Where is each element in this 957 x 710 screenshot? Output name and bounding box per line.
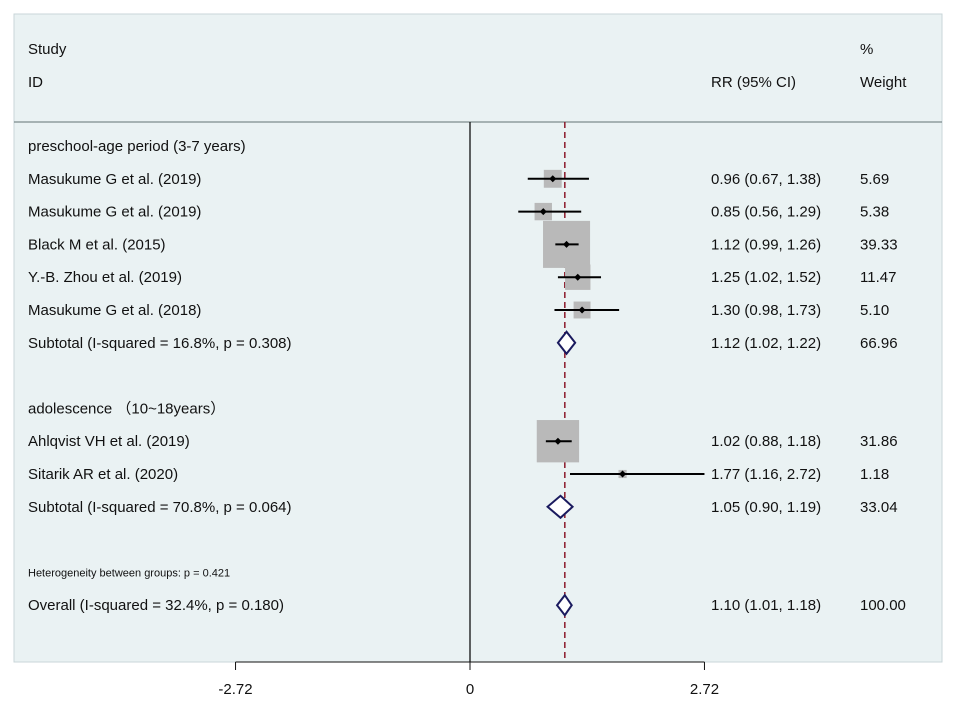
subtotal-diamond: [546, 494, 575, 520]
point-estimate: [554, 437, 562, 445]
study-ci-text: 1.25 (1.02, 1.52): [711, 269, 821, 286]
point-estimate: [619, 470, 627, 478]
point-estimate: [578, 306, 586, 314]
study-weight-text: 39.33: [860, 236, 898, 253]
study-ci-text: 1.02 (0.88, 1.18): [711, 433, 821, 450]
study-ci-text: 1.12 (0.99, 1.26): [711, 236, 821, 253]
header-weight: Weight: [860, 74, 907, 91]
subtotal-weight-text: 66.96: [860, 335, 898, 352]
header-rr-ci: RR (95% CI): [711, 74, 796, 91]
study-label: Y.-B. Zhou et al. (2019): [28, 269, 182, 286]
subtotal-label: Subtotal (I-squared = 16.8%, p = 0.308): [28, 335, 292, 352]
subtotal-ci-text: 1.05 (0.90, 1.19): [711, 499, 821, 516]
study-weight-text: 5.38: [860, 204, 889, 221]
header-id: ID: [28, 74, 43, 91]
subtotal-diamond: [556, 330, 577, 356]
header-study: Study: [28, 41, 67, 58]
point-estimate: [574, 273, 582, 281]
study-weight-text: 5.69: [860, 171, 889, 188]
study-label: Sitarik AR et al. (2020): [28, 466, 178, 483]
study-label: Masukume G et al. (2019): [28, 204, 201, 221]
study-label: Black M et al. (2015): [28, 236, 166, 253]
x-tick-label: 2.72: [690, 681, 719, 698]
heterogeneity-note: Heterogeneity between groups: p = 0.421: [28, 567, 230, 579]
study-weight-text: 11.47: [860, 269, 896, 286]
overall-ci-text: 1.10 (1.01, 1.18): [711, 597, 821, 614]
study-weight-text: 5.10: [860, 302, 889, 319]
study-label: Masukume G et al. (2018): [28, 302, 201, 319]
subtotal-label: Subtotal (I-squared = 70.8%, p = 0.064): [28, 499, 292, 516]
x-tick-label: 0: [466, 681, 474, 698]
study-ci-text: 0.85 (0.56, 1.29): [711, 204, 821, 221]
overall-diamond: [555, 593, 573, 617]
study-ci-text: 0.96 (0.67, 1.38): [711, 171, 821, 188]
study-ci-text: 1.30 (0.98, 1.73): [711, 302, 821, 319]
subtotal-ci-text: 1.12 (1.02, 1.22): [711, 335, 821, 352]
point-estimate: [539, 208, 547, 216]
subtotal-weight-text: 33.04: [860, 499, 898, 516]
point-estimate: [549, 175, 557, 183]
header-weight-percent: %: [860, 41, 873, 58]
group-label: adolescence （10~18years）: [28, 400, 225, 417]
study-label: Masukume G et al. (2019): [28, 171, 201, 188]
overall-label: Overall (I-squared = 32.4%, p = 0.180): [28, 597, 284, 614]
group-label: preschool-age period (3-7 years): [28, 138, 246, 155]
x-tick-label: -2.72: [218, 681, 252, 698]
study-weight-text: 31.86: [860, 433, 898, 450]
study-label: Ahlqvist VH et al. (2019): [28, 433, 190, 450]
study-weight-text: 1.18: [860, 466, 889, 483]
overall-weight-text: 100.00: [860, 597, 906, 614]
study-ci-text: 1.77 (1.16, 2.72): [711, 466, 821, 483]
point-estimate: [563, 240, 571, 248]
